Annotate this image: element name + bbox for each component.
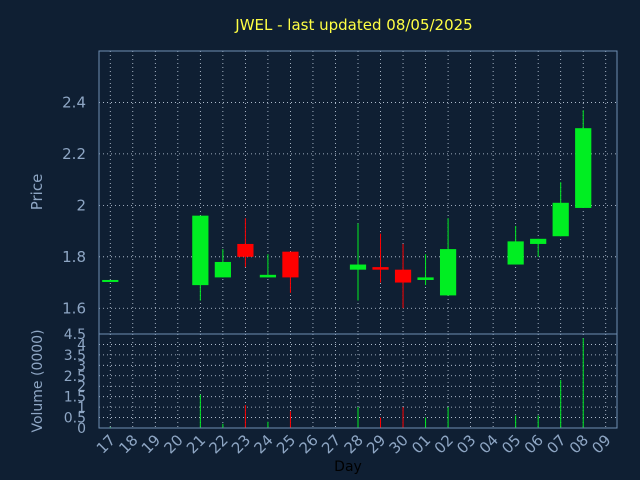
candle-body (417, 277, 434, 280)
candle-body (214, 261, 231, 278)
volume-y-tick-label: 0 (77, 421, 86, 437)
x-tick-labels: 1718192021222324252627282930010203040506… (93, 431, 615, 457)
candle-body (552, 202, 569, 237)
candle-body (102, 279, 119, 282)
price-y-tick-label: 1.6 (62, 299, 86, 317)
candle-body (372, 267, 389, 270)
price-y-tick-label: 2 (76, 196, 86, 214)
volume-y-tick-label: 0.5 (64, 411, 86, 427)
volume-plot-border (98, 333, 618, 429)
volume-y-axis-label: Volume (0000) (30, 329, 46, 432)
volume-y-tick-label: 4.5 (64, 327, 86, 343)
price-y-tick-label: 1.8 (62, 248, 86, 266)
candle-body (349, 264, 367, 270)
chart-title: JWEL - last updated 08/05/2025 (234, 16, 472, 34)
candle-body (575, 128, 592, 208)
volume-y-tick-label: 1.5 (64, 390, 86, 406)
candle-body (237, 243, 254, 257)
candle-body (282, 251, 299, 278)
candle-body (394, 269, 412, 283)
volume-y-tick-label: 2 (77, 379, 86, 395)
x-axis-label: Day (334, 459, 362, 475)
volume-y-tick-label: 2.5 (64, 369, 86, 385)
candle-body (439, 249, 457, 296)
price-candles (102, 110, 592, 309)
price-y-tick-labels: 1.6 1.8 2 2.2 2.4 (62, 93, 86, 317)
price-y-tick-label: 2.4 (62, 93, 86, 111)
volume-y-tick-label: 1 (77, 400, 86, 416)
volume-y-tick-labels: 00.511.522.533.544.5 (64, 327, 86, 437)
candle-body (259, 274, 277, 278)
volume-bars (109, 338, 584, 428)
price-panel: 1.6 1.8 2 2.2 2.4 Price (28, 50, 618, 335)
candle-body (507, 241, 524, 265)
volume-y-tick-label: 3 (77, 358, 86, 374)
volume-y-tick-label: 3.5 (64, 348, 86, 364)
volume-panel: 00.511.522.533.544.5 Volume (0000) (30, 327, 618, 437)
candle-body (192, 215, 209, 286)
candle-body (530, 238, 547, 244)
volume-y-tick-label: 4 (77, 337, 86, 353)
price-y-axis-label: Price (28, 174, 46, 211)
price-y-tick-label: 2.2 (62, 145, 86, 163)
